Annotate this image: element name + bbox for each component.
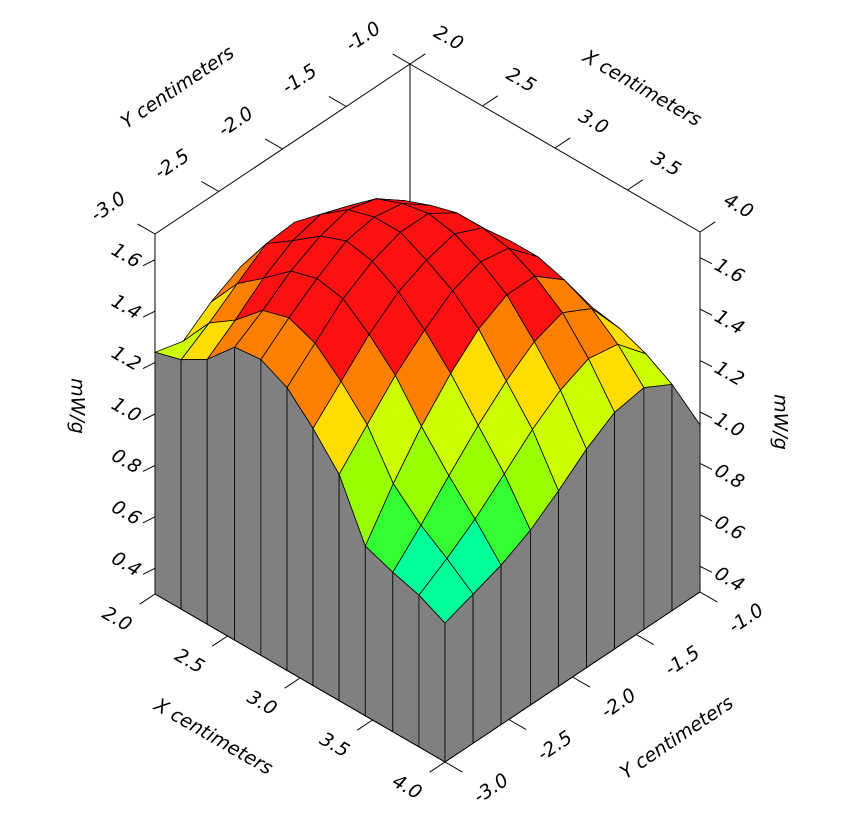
z-right-tick-label: 0.8 [711, 459, 748, 493]
x-front-tick [211, 635, 228, 647]
z-left-tick-label: 1.4 [108, 290, 145, 324]
z-right-tick-label: 0.4 [711, 562, 748, 596]
z-right-tick [699, 462, 713, 470]
x-top-tick [409, 53, 426, 65]
side-panel-x-1 [180, 358, 208, 625]
z-left-tick-label: 0.6 [108, 496, 145, 530]
z-left-tick-label: 0.4 [108, 547, 145, 581]
z-right-tick-label: 1.2 [711, 357, 748, 391]
z-left-tick [142, 259, 156, 267]
x-top-tick-label: 2.0 [430, 21, 467, 55]
z-left-tick-label: 0.8 [108, 444, 145, 478]
z-left-tick [142, 310, 156, 318]
x-front-tick-label: 2.0 [98, 602, 135, 636]
y-top-tick [264, 138, 283, 150]
z-left-tick-label: 1.6 [108, 239, 145, 273]
z-left-tick-label: 1.0 [108, 393, 145, 427]
y-top-tick [201, 180, 220, 192]
side-panel-y-8 [671, 383, 701, 612]
x-front-tick-label: 4.0 [388, 770, 425, 804]
y-front-tick-label: -1.0 [725, 599, 768, 638]
x-top-tick [482, 95, 499, 107]
side-panel-x-2 [206, 346, 236, 641]
y-top-tick [392, 53, 411, 65]
y-front-tick [444, 761, 463, 773]
side-panel-y-5 [586, 411, 615, 669]
z-left-tick [142, 362, 156, 370]
y-front-tick-label: -3.0 [470, 769, 513, 808]
side-panel-x-6 [312, 426, 340, 702]
x-front-tick-label: 3.5 [316, 728, 353, 762]
y-front-tick [635, 634, 654, 646]
y-top-tick-label: -1.5 [278, 60, 321, 99]
x-front-tick-label: 3.0 [243, 686, 280, 720]
y-front-tick [699, 591, 718, 603]
z-left-tick [142, 413, 156, 421]
side-panel-x-5 [286, 386, 314, 687]
side-panel-y-4 [558, 447, 587, 688]
z-right-tick [699, 257, 713, 265]
y-front-tick [572, 676, 591, 688]
y-top-tick-label: -1.0 [342, 17, 385, 56]
z-right-tick-label: 1.6 [711, 254, 748, 288]
surface-mesh [153, 198, 701, 763]
x-top-tick [627, 179, 644, 191]
z-left-axis-title: mW/g [67, 378, 89, 434]
side-panel-x-0 [154, 351, 182, 610]
z-right-tick-label: 1.0 [711, 408, 748, 442]
y-front-tick-label: -2.5 [533, 726, 576, 765]
z-right-tick [699, 411, 713, 419]
x-front-tick [429, 761, 446, 773]
x-top-tick [554, 137, 571, 149]
z-left-tick [142, 567, 156, 575]
side-panel-x-8 [364, 545, 394, 733]
x-top-tick-label: 4.0 [720, 189, 757, 223]
z-right-tick [699, 308, 713, 316]
side-panel-x-10 [418, 594, 446, 763]
z-right-axis-title: mW/g [770, 394, 792, 450]
x-front-tick [356, 719, 373, 731]
x-front-tick [284, 677, 301, 689]
side-panel-x-4 [260, 358, 288, 672]
z-left-tick [142, 464, 156, 472]
z-right-tick [699, 514, 713, 522]
z-right-tick [699, 360, 713, 368]
side-panel-y-0 [444, 593, 474, 763]
y-front-tick [508, 719, 527, 731]
x-front-tick-label: 2.5 [171, 644, 208, 678]
y-top-tick-label: -3.0 [87, 187, 130, 226]
x-top-tick-label: 2.5 [502, 63, 539, 97]
y-top-tick-label: -2.0 [214, 102, 257, 141]
y-top-tick [328, 95, 347, 107]
x-top-tick-label: 3.5 [647, 147, 684, 181]
x-top-tick-label: 3.0 [575, 105, 612, 139]
x-front-tick [139, 593, 156, 605]
z-right-tick-label: 0.6 [711, 511, 748, 545]
side-panel-x-9 [392, 571, 420, 748]
z-right-tick [699, 565, 713, 573]
z-left-tick [142, 516, 156, 524]
side-panel-y-2 [500, 529, 531, 726]
y-top-tick [137, 223, 156, 235]
y-top-tick-label: -2.5 [151, 145, 194, 184]
side-panel-y-6 [614, 386, 645, 650]
side-panel-y-1 [472, 564, 502, 745]
y-front-tick-label: -1.5 [661, 641, 704, 680]
x-top-tick [699, 221, 716, 233]
side-panel-y-7 [643, 383, 673, 631]
z-right-tick-label: 1.4 [711, 305, 748, 339]
side-panel-x-3 [234, 346, 262, 656]
z-left-tick-label: 1.2 [108, 342, 145, 376]
y-front-tick-label: -2.0 [597, 684, 640, 723]
